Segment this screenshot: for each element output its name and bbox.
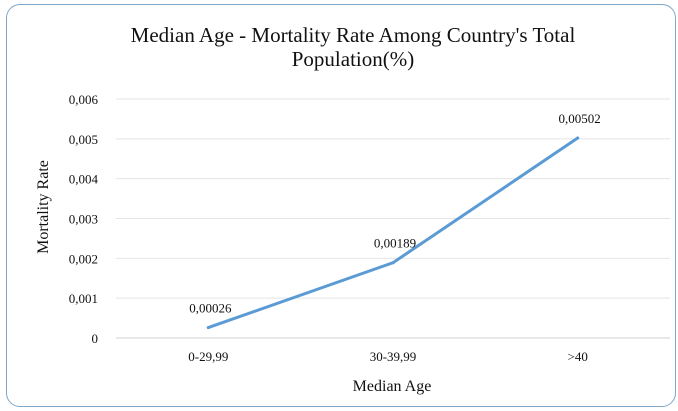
- data-label: 0,00502: [559, 111, 601, 126]
- x-tick-label: >40: [567, 349, 587, 364]
- x-tick-label: 0-29,99: [188, 349, 228, 364]
- data-label: 0,00189: [374, 236, 416, 251]
- y-tick-label: 0,003: [69, 212, 98, 227]
- series-group: [206, 136, 580, 330]
- y-tick-label: 0,005: [69, 132, 98, 147]
- y-tick-label: 0,001: [69, 291, 98, 306]
- series-line: [206, 136, 580, 330]
- x-tick-label: 30-39,99: [370, 349, 417, 364]
- y-tick-label: 0,002: [69, 251, 98, 266]
- data-point: [391, 261, 395, 265]
- y-tick-label: 0,004: [69, 172, 99, 187]
- y-tick-labels: 0 0,001 0,002 0,003 0,004 0,005 0,006: [69, 92, 99, 346]
- y-axis-title: Mortality Rate: [35, 160, 52, 254]
- data-point: [206, 326, 210, 330]
- chart-title: Median Age - Mortality Rate Among Countr…: [28, 23, 678, 71]
- y-tick-label: 0,006: [69, 92, 99, 107]
- y-tick-label: 0: [92, 331, 99, 346]
- data-point: [576, 136, 580, 140]
- chart-title-line-1: Median Age - Mortality Rate Among Countr…: [130, 23, 576, 47]
- chart-frame: [6, 4, 676, 407]
- x-axis-title: Median Age: [353, 378, 432, 395]
- chart-title-line-2: Population(%): [291, 47, 415, 71]
- x-tick-labels: 0-29,99 30-39,99 >40: [188, 349, 588, 364]
- data-labels: 0,00026 0,00189 0,00502: [189, 111, 601, 316]
- data-label: 0,00026: [189, 301, 232, 316]
